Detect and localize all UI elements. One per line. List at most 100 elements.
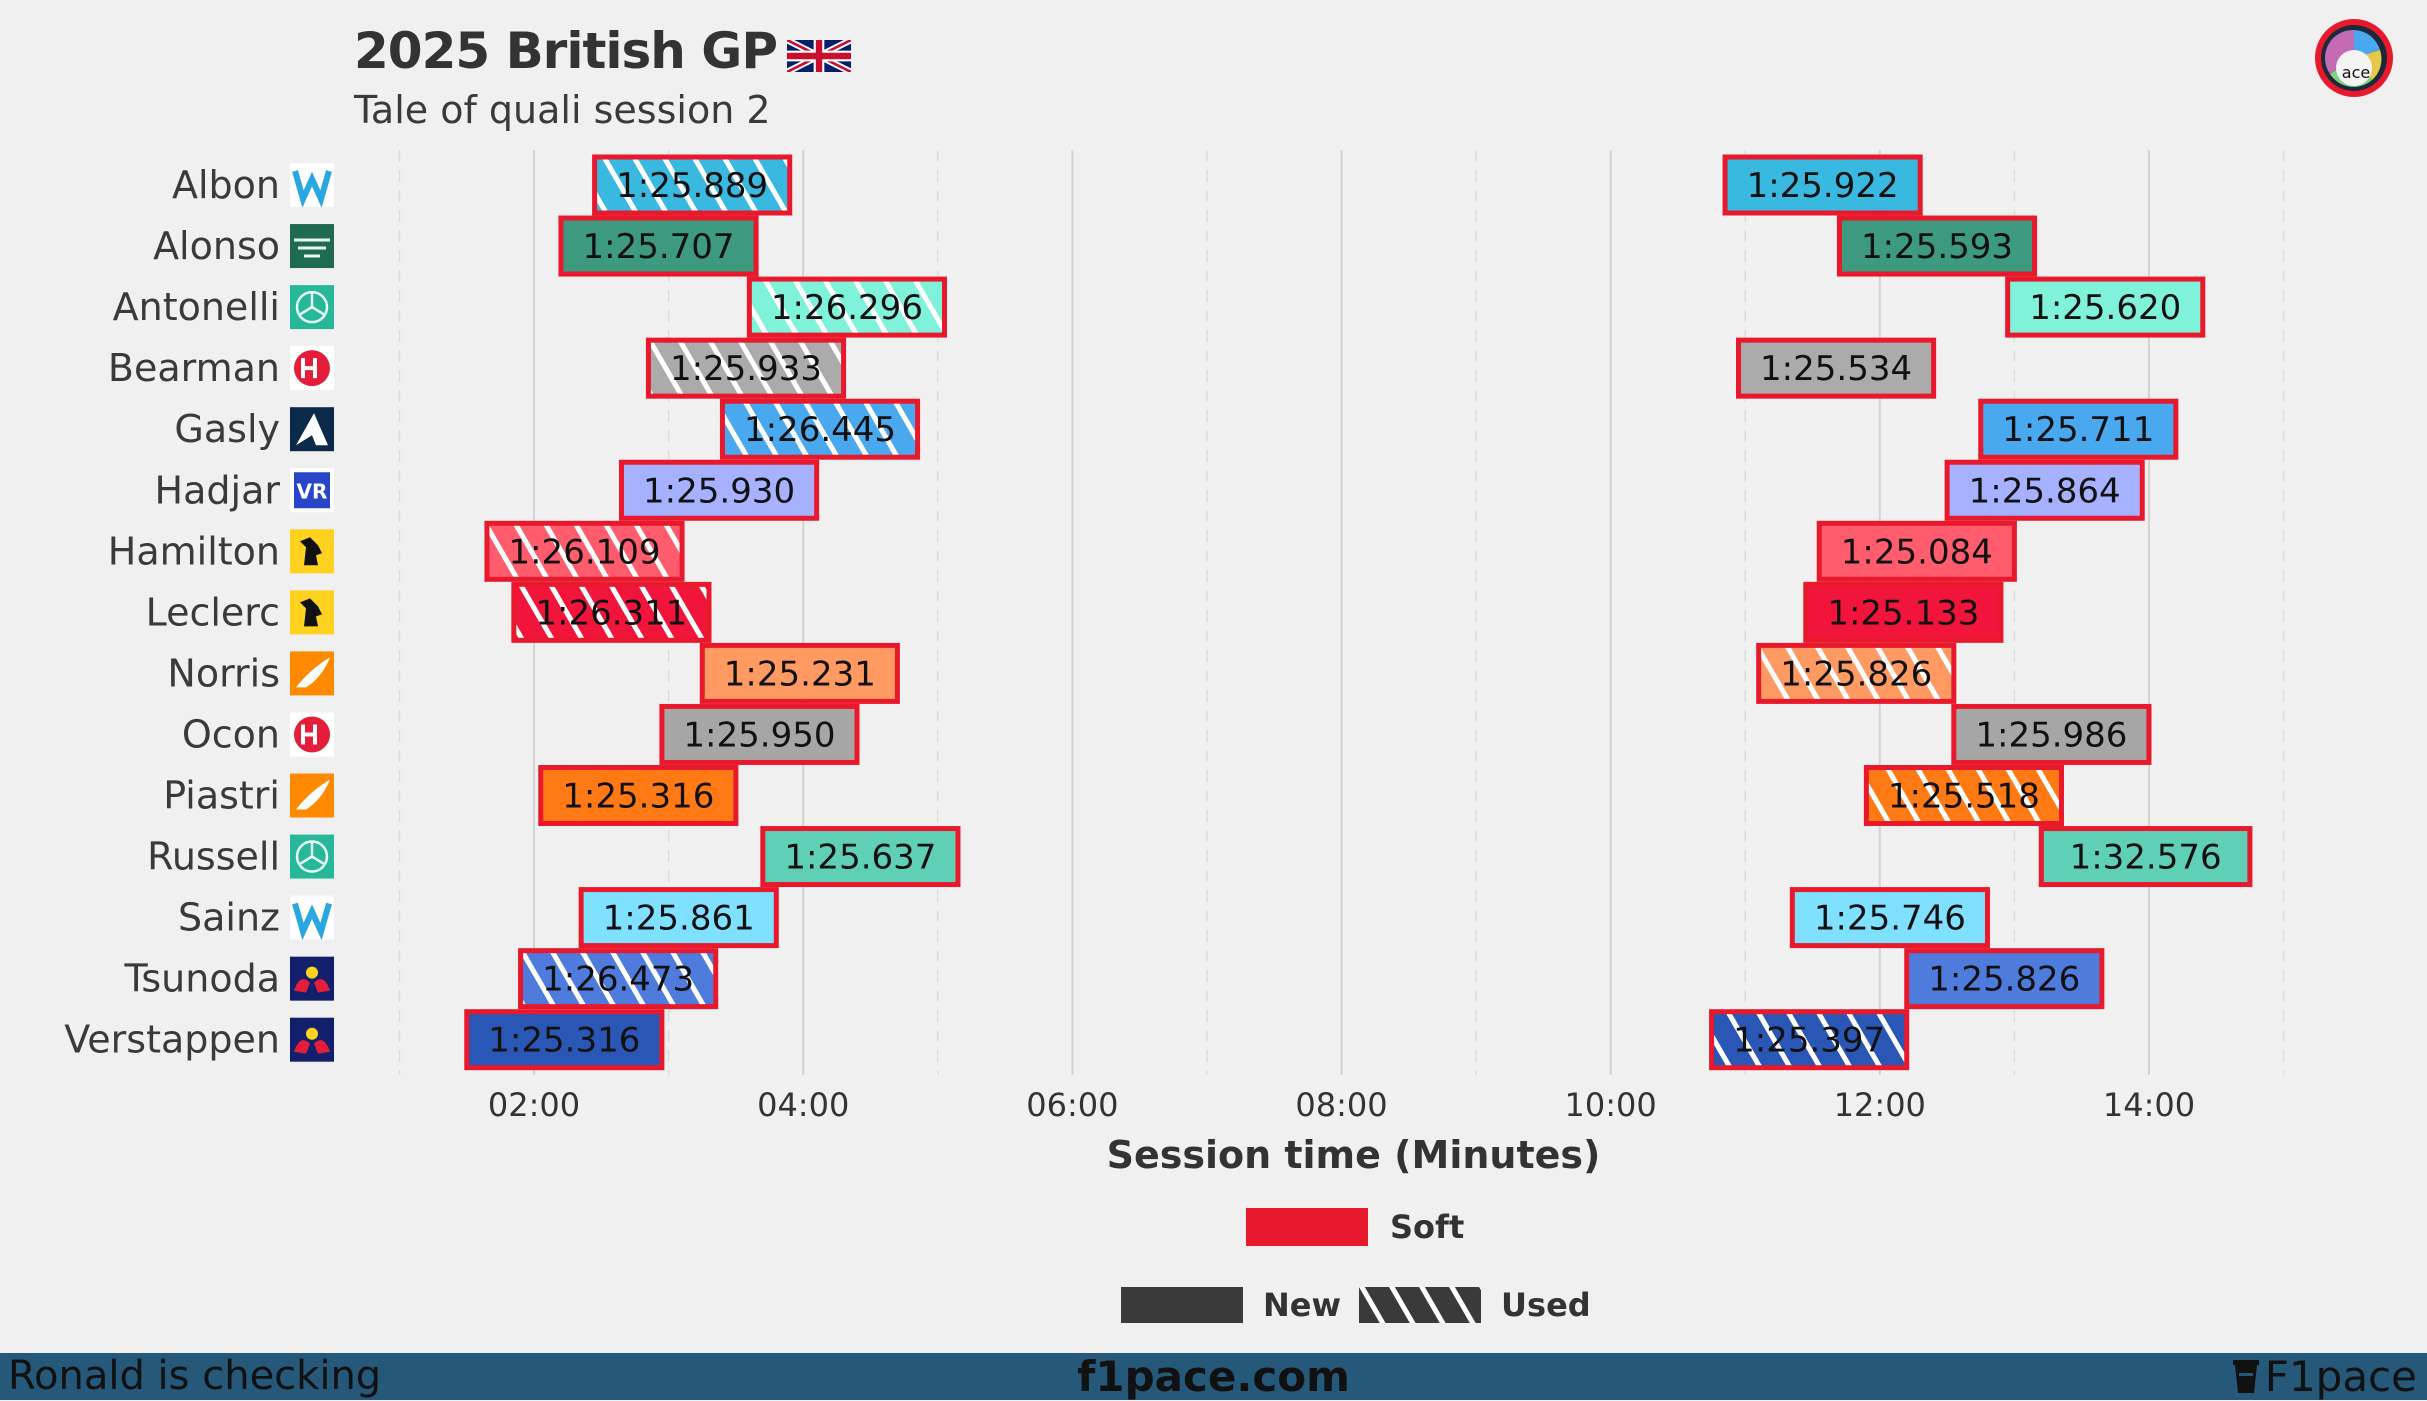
- lap-time-label: 1:25.620: [2029, 288, 2181, 328]
- mclaren-logo-icon: [290, 651, 334, 696]
- footer-brand: F1pace: [2232, 1352, 2417, 1401]
- lap-time-label: 1:25.397: [1733, 1021, 1885, 1061]
- red-bull-racing-logo-icon: [290, 1017, 334, 1062]
- driver-name: Sainz: [178, 896, 280, 940]
- lap-bar-fill: [661, 706, 858, 763]
- lap-bar: 1:25.593: [1836, 215, 2038, 277]
- used-hatch: [1758, 645, 1954, 702]
- lap-time-label: 1:25.950: [683, 715, 835, 755]
- soft-compound-outline: [659, 703, 860, 765]
- mercedes-logo-icon: [290, 834, 334, 879]
- driver-name: Albon: [172, 163, 280, 207]
- lap-time-label: 1:25.593: [1861, 227, 2013, 267]
- lap-time-label: 1:25.637: [784, 838, 936, 878]
- footer-credit: Ronald is checking: [8, 1353, 382, 1399]
- lap-bar: 1:25.133: [1803, 581, 2004, 643]
- driver-name: Verstappen: [64, 1018, 280, 1062]
- lap-bar: 1:25.986: [1951, 703, 2152, 765]
- used-hatch: [1711, 1011, 1907, 1068]
- lap-time-label: 1:25.933: [670, 349, 822, 389]
- svg-text:VR: VR: [297, 479, 328, 503]
- new-swatch: [1121, 1287, 1243, 1323]
- lap-time-label: 1:25.826: [1928, 960, 2080, 1000]
- lap-time-label: 1:26.311: [535, 593, 687, 633]
- soft-compound-outline: [645, 337, 847, 399]
- driver-name: Norris: [167, 651, 280, 695]
- lap-time-label: 1:25.864: [1969, 471, 2121, 511]
- driver-labels: Albon Alonso Antonelli Bearman Gasly Hadjar VR…: [64, 163, 334, 1062]
- used-hatch: [722, 401, 918, 458]
- soft-compound-outline: [1978, 398, 2179, 460]
- soft-compound-outline: [1951, 703, 2152, 765]
- lap-bar-fill: [1953, 706, 2149, 763]
- x-tick-label: 04:00: [757, 1086, 849, 1124]
- driver-name: Hadjar: [155, 468, 281, 512]
- lap-bar: 1:25.711: [1978, 398, 2179, 460]
- aston-martin-logo-icon: [290, 224, 334, 269]
- ferrari-logo-icon: [290, 590, 334, 635]
- soft-compound-outline: [699, 642, 900, 704]
- soft-compound-outline: [1944, 459, 2145, 521]
- x-axis-label: Session time (Minutes): [1106, 1133, 1601, 1177]
- lap-time-label: 1:25.518: [1888, 777, 2040, 817]
- driver-name: Piastri: [163, 774, 280, 818]
- soft-compound-outline: [518, 948, 719, 1010]
- lap-time-label: 1:25.707: [582, 227, 734, 267]
- lap-bar: 1:25.231: [699, 642, 900, 704]
- chart-title: 2025 British GP: [354, 22, 778, 80]
- lap-bar-fill: [762, 828, 958, 885]
- soft-compound-outline: [746, 276, 947, 338]
- legend-soft-label: Soft: [1390, 1208, 1465, 1246]
- legend-used-label: Used: [1501, 1286, 1591, 1324]
- lap-bar-fill: [1738, 340, 1934, 397]
- lap-time-label: 1:25.986: [1975, 715, 2127, 755]
- footer-site: f1pace.com: [1077, 1352, 1350, 1401]
- lap-bar-fill: [1819, 523, 2015, 580]
- lap-bar: 1:26.296: [746, 276, 947, 338]
- lap-time-label: 1:32.576: [2070, 838, 2222, 878]
- haas-logo-icon: [290, 346, 334, 391]
- lap-time-label: 1:25.231: [724, 654, 876, 694]
- soft-compound-outline: [578, 887, 779, 949]
- soft-compound-outline: [619, 459, 820, 521]
- driver-name: Russell: [147, 835, 280, 879]
- alpine-logo-icon: [290, 407, 334, 452]
- racing-bulls-logo-icon: VR: [290, 468, 334, 513]
- soft-compound-outline: [1736, 337, 1937, 399]
- logo-text: ace: [2342, 63, 2370, 82]
- lap-bar-fill: [1947, 462, 2143, 519]
- lap-bar: 1:25.864: [1944, 459, 2145, 521]
- used-swatch: [1359, 1287, 1482, 1323]
- lap-bar: 1:25.746: [1789, 887, 1990, 949]
- soft-compound-outline: [538, 765, 739, 826]
- soft-compound-outline: [1836, 215, 2038, 277]
- lap-bar: 1:25.637: [760, 826, 961, 888]
- lap-time-label: 1:25.711: [2002, 410, 2154, 450]
- lap-bar: 1:25.889: [592, 154, 793, 216]
- lap-bar-fill: [466, 1011, 662, 1068]
- x-tick-label: 12:00: [1834, 1086, 1926, 1124]
- soft-compound-outline: [1789, 887, 1990, 949]
- lap-time-label: 1:26.109: [508, 532, 660, 572]
- lap-bar-fill: [702, 645, 898, 702]
- soft-compound-outline: [1816, 520, 2017, 582]
- used-hatch: [594, 157, 790, 213]
- lap-bar: 1:25.316: [464, 1009, 665, 1071]
- lap-time-label: 1:26.473: [542, 960, 694, 1000]
- soft-compound-outline: [1803, 581, 2004, 643]
- lap-time-label: 1:25.861: [603, 899, 755, 939]
- x-axis-ticks: 02:00 04:00 06:00 08:00 10:00 12:00 14:00: [488, 1086, 2195, 1124]
- lap-bar: 1:25.861: [578, 887, 779, 949]
- footer-brand-text: F1pace: [2264, 1352, 2417, 1401]
- lap-bar-fill: [2041, 828, 2250, 885]
- ferrari-logo-icon: [290, 529, 334, 574]
- lap-bar: 1:25.950: [659, 703, 860, 765]
- x-tick-label: 08:00: [1295, 1086, 1387, 1124]
- mercedes-logo-icon: [290, 285, 334, 330]
- lap-bar: 1:32.576: [2038, 826, 2253, 888]
- legend-compound: Soft: [1246, 1208, 1464, 1246]
- lap-bar-fill: [581, 889, 777, 946]
- lap-bars: 1:25.889 1:25.922 1:25.707 1:25.593 1:26.296…: [464, 154, 2253, 1071]
- williams-logo-icon: [290, 895, 334, 941]
- x-tick-label: 06:00: [1026, 1086, 1118, 1124]
